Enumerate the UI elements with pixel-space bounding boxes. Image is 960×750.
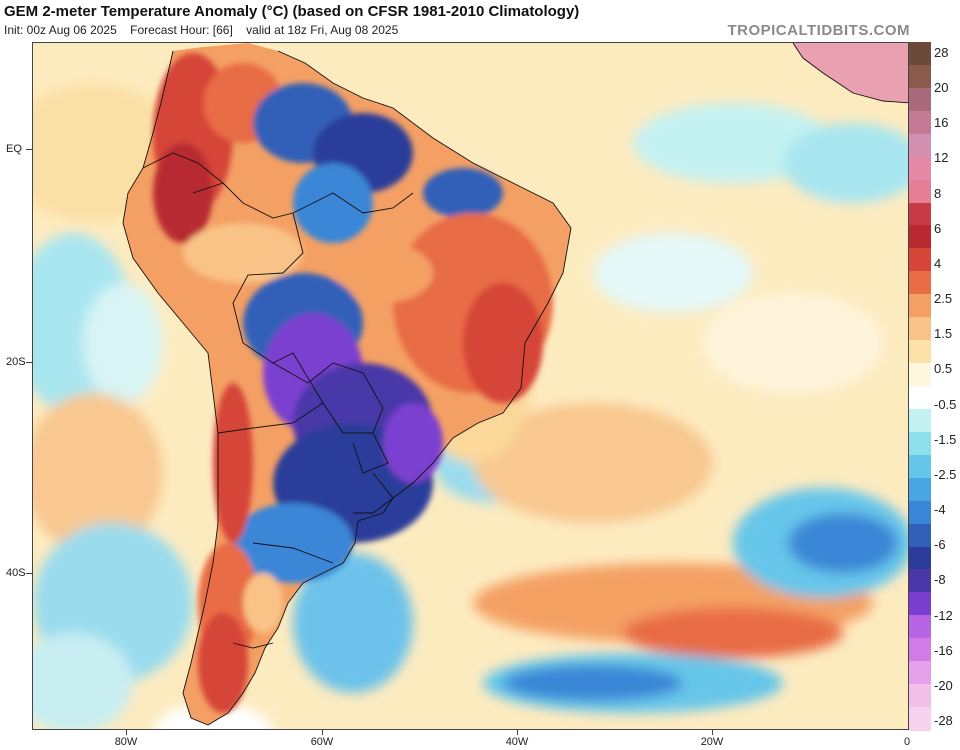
colorbar-segment xyxy=(909,363,931,387)
colorbar-label: 2.5 xyxy=(934,291,953,307)
colorbar-segment xyxy=(909,64,931,89)
lat-tick xyxy=(26,149,32,150)
colorbar-label: 8 xyxy=(934,185,942,201)
colorbar-segment xyxy=(909,179,931,204)
colorbar-label: -8 xyxy=(934,572,946,588)
colorbar-label: -1.5 xyxy=(934,431,957,447)
colorbar-segment xyxy=(909,110,931,135)
colorbar-segment xyxy=(909,523,931,548)
lat-tick xyxy=(26,362,32,363)
colorbar-segment xyxy=(909,500,931,525)
colorbar-segment xyxy=(909,431,931,456)
colorbar-segment xyxy=(909,133,931,158)
colorbar-label: 6 xyxy=(934,220,942,236)
colorbar-label: -0.5 xyxy=(934,396,957,412)
valid-time: valid at 18z Fri, Aug 08 2025 xyxy=(246,23,399,37)
colorbar-label: -2.5 xyxy=(934,466,957,482)
lon-label-0: 0 xyxy=(903,736,911,748)
lon-label-60w: 60W xyxy=(310,736,334,748)
colorbar-segment xyxy=(909,546,931,571)
colorbar-segment xyxy=(909,340,931,364)
init-time: Init: 00z Aug 06 2025 xyxy=(4,23,117,37)
lon-tick xyxy=(126,730,127,735)
colorbar-label: 12 xyxy=(934,150,949,166)
lon-tick xyxy=(712,730,713,735)
site-watermark: TROPICALTIDBITS.COM xyxy=(727,22,910,39)
colorbar-segment xyxy=(909,684,931,708)
colorbar-segment xyxy=(909,87,931,112)
land-anomaly-field xyxy=(153,53,553,713)
anomaly-map xyxy=(32,42,909,730)
colorbar-label: -6 xyxy=(934,537,946,553)
colorbar-segment xyxy=(909,707,931,731)
map-title: GEM 2-meter Temperature Anomaly (°C) (ba… xyxy=(4,3,580,20)
run-info: Init: 00z Aug 06 2025 Forecast Hour: [66… xyxy=(4,23,398,37)
colorbar-segment xyxy=(909,408,931,433)
colorbar-label: 0.5 xyxy=(934,361,953,377)
colorbar-segment xyxy=(909,202,931,227)
lat-tick xyxy=(26,573,32,574)
ocean-anomaly-field xyxy=(33,83,908,729)
colorbar-segment xyxy=(909,569,931,593)
colorbar-segment xyxy=(909,661,931,685)
africa-landmass xyxy=(793,43,908,103)
colorbar-label: 16 xyxy=(934,115,949,131)
map-canvas xyxy=(33,43,908,729)
colorbar-label: 28 xyxy=(934,45,949,60)
colorbar-label: -12 xyxy=(934,607,953,623)
forecast-hour: Forecast Hour: [66] xyxy=(130,23,233,37)
colorbar-segment xyxy=(909,592,931,616)
colorbar-label: -20 xyxy=(934,677,953,693)
colorbar-segment xyxy=(909,42,931,66)
lon-tick xyxy=(517,730,518,735)
colorbar-segment xyxy=(909,386,931,410)
lat-label-40s: 40S xyxy=(6,567,26,579)
africa-coast xyxy=(792,43,908,104)
lon-label-80w: 80W xyxy=(114,736,138,748)
lon-label-20w: 20W xyxy=(700,736,724,748)
colorbar-label: 1.5 xyxy=(934,326,953,342)
lat-label-eq: EQ xyxy=(6,143,22,155)
colorbar-segment xyxy=(909,454,931,479)
colorbar-segment xyxy=(909,294,931,318)
colorbar xyxy=(909,42,931,731)
lon-tick xyxy=(322,730,323,735)
colorbar-segment xyxy=(909,317,931,341)
colorbar-segment xyxy=(909,271,931,295)
colorbar-label: -16 xyxy=(934,642,953,658)
lat-label-20s: 20S xyxy=(6,356,26,368)
colorbar-segment xyxy=(909,248,931,272)
colorbar-label: -4 xyxy=(934,502,946,518)
colorbar-segment xyxy=(909,477,931,502)
colorbar-segment xyxy=(909,638,931,662)
colorbar-label: 4 xyxy=(934,255,942,271)
country-borders xyxy=(122,50,572,726)
colorbar-segment xyxy=(909,225,931,249)
colorbar-segment xyxy=(909,615,931,639)
lon-label-40w: 40W xyxy=(505,736,529,748)
colorbar-segment xyxy=(909,156,931,181)
colorbar-label: 20 xyxy=(934,80,949,96)
colorbar-label: -28 xyxy=(934,713,953,728)
